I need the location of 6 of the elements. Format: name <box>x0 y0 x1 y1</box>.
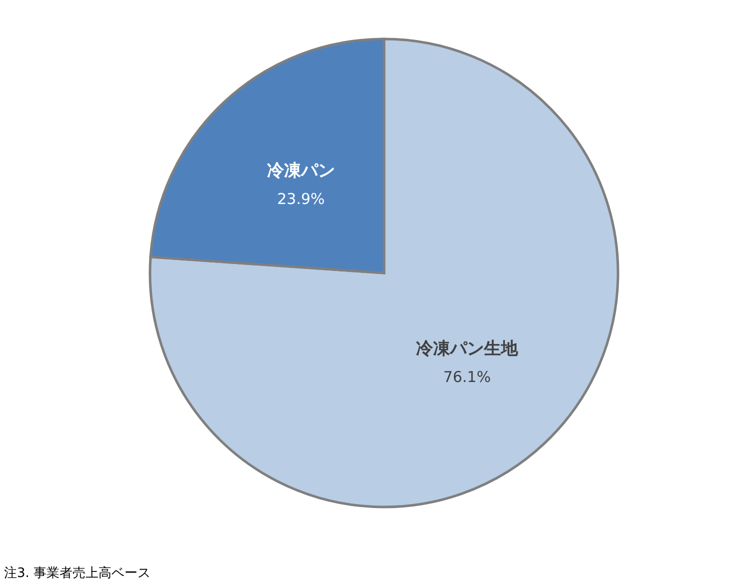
data-label: 23.9% <box>277 190 325 208</box>
pie-slice <box>149 38 620 508</box>
slice-label: 冷凍パン <box>266 161 335 182</box>
slice-label: 冷凍パン生地 <box>416 338 520 359</box>
data-label: 76.1% <box>443 368 491 386</box>
text: 注3. 事業者売上高ベース <box>4 565 151 582</box>
